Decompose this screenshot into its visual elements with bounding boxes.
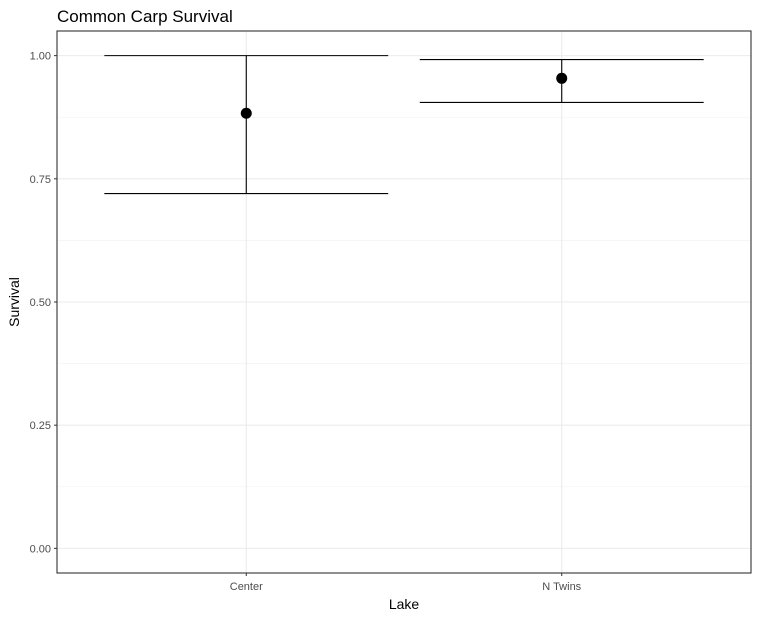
estimate-point — [241, 108, 252, 119]
y-tick-label: 0.00 — [30, 543, 51, 555]
grid-lines — [57, 31, 751, 573]
axes: 0.00 0.25 0.50 0.75 1.00 Center N Twins — [30, 51, 582, 593]
estimate-point — [556, 73, 567, 84]
y-tick-label: 1.00 — [30, 51, 51, 63]
chart-title: Common Carp Survival — [57, 7, 233, 26]
y-tick-label: 0.50 — [30, 297, 51, 309]
y-tick-label: 0.75 — [30, 174, 51, 186]
x-tick-label: N Twins — [542, 581, 581, 593]
data-marks — [104, 56, 703, 194]
x-tick-label: Center — [230, 581, 263, 593]
y-tick-label: 0.25 — [30, 420, 51, 432]
x-axis-title: Lake — [389, 596, 420, 612]
y-axis-title: Survival — [6, 277, 22, 327]
